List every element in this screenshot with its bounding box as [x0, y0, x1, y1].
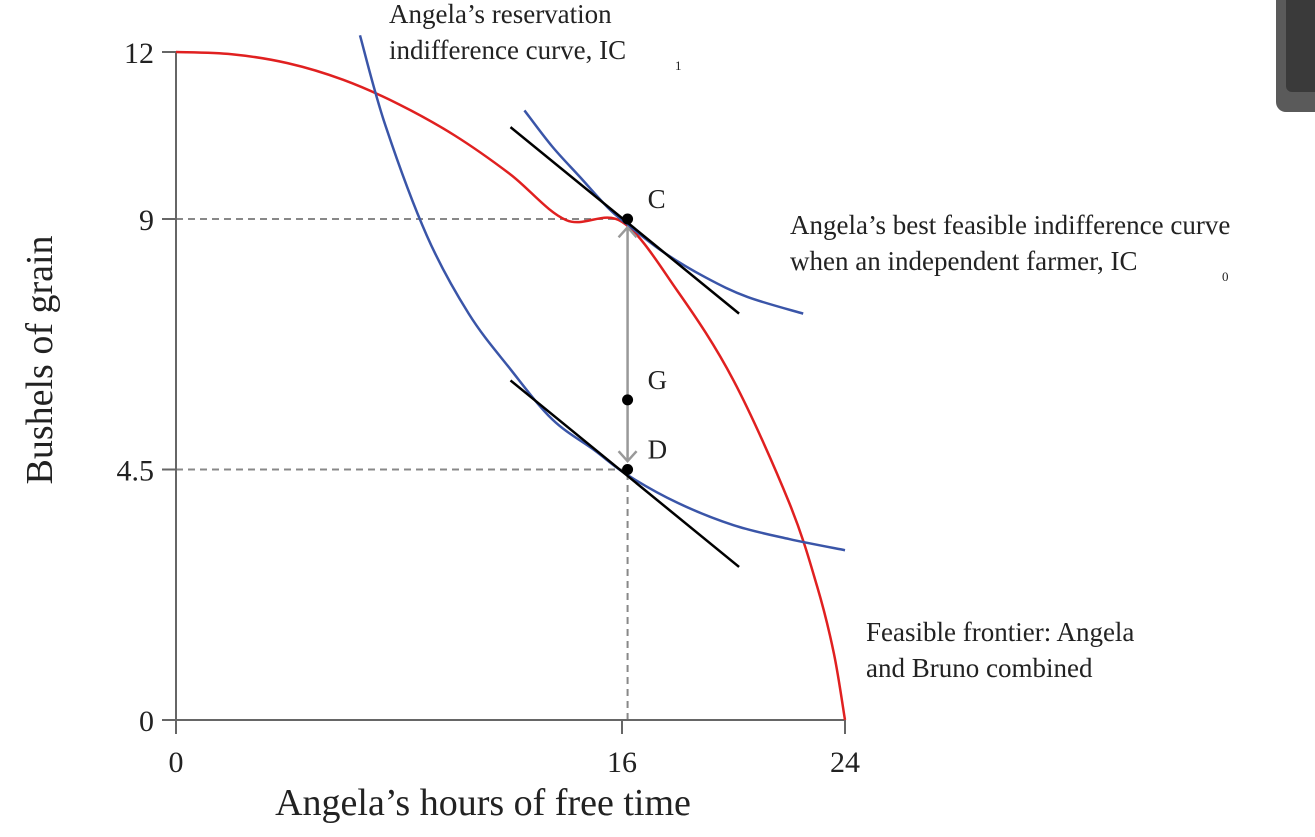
ic1-annotation-line2: indifference curve, IC	[389, 35, 626, 65]
ic1-indifference-curve	[358, 34, 846, 552]
ic1-annotation: Angela’s reservation indifference curve,…	[389, 0, 682, 73]
arrow-head-down	[617, 450, 638, 464]
y-tick-label: 9	[139, 204, 154, 237]
frontier-annotation-line2: and Bruno combined	[866, 653, 1093, 683]
feasible-frontier-curve	[175, 50, 847, 721]
point-d-label: D	[648, 435, 668, 465]
point-g	[622, 394, 634, 406]
y-tick-label: 4.5	[117, 455, 155, 488]
double-arrow	[617, 225, 638, 464]
point-d	[622, 464, 634, 475]
frontier-annotation-line1: Feasible frontier: Angela	[866, 617, 1134, 647]
guide-lines	[176, 218, 629, 720]
ic0-annotation-subscript: 0	[1222, 269, 1229, 284]
x-axis-title: Angela’s hours of free time	[275, 782, 691, 824]
axis-ticks: 0 4.5 9 12 0 16 24	[117, 37, 861, 779]
curves	[175, 34, 847, 721]
point-c-label: C	[648, 184, 666, 214]
x-tick-label: 24	[830, 746, 860, 779]
ic0-annotation-line2: when an independent farmer, IC	[790, 246, 1138, 276]
arrow-head-up	[617, 225, 638, 239]
point-g-label: G	[648, 365, 668, 395]
y-axis-title: Bushels of grain	[19, 235, 61, 484]
x-tick-label: 0	[169, 746, 184, 779]
ic1-annotation-line1: Angela’s reservation	[389, 0, 612, 29]
scroll-handle-inner	[1286, 0, 1315, 92]
scroll-handle[interactable]	[1276, 0, 1315, 112]
axes	[175, 52, 845, 721]
ic1-annotation-subscript: 1	[675, 58, 682, 73]
frontier-annotation: Feasible frontier: Angela and Bruno comb…	[866, 617, 1134, 683]
ic0-annotation-line1: Angela’s best feasible indifference curv…	[790, 210, 1230, 240]
y-tick-label: 12	[124, 37, 154, 70]
ic0-annotation: Angela’s best feasible indifference curv…	[790, 210, 1230, 284]
ic0-indifference-curve	[523, 109, 804, 315]
y-tick-label: 0	[139, 705, 154, 738]
point-c	[622, 213, 634, 225]
points: C G D	[622, 184, 667, 475]
x-tick-label: 16	[607, 746, 637, 779]
